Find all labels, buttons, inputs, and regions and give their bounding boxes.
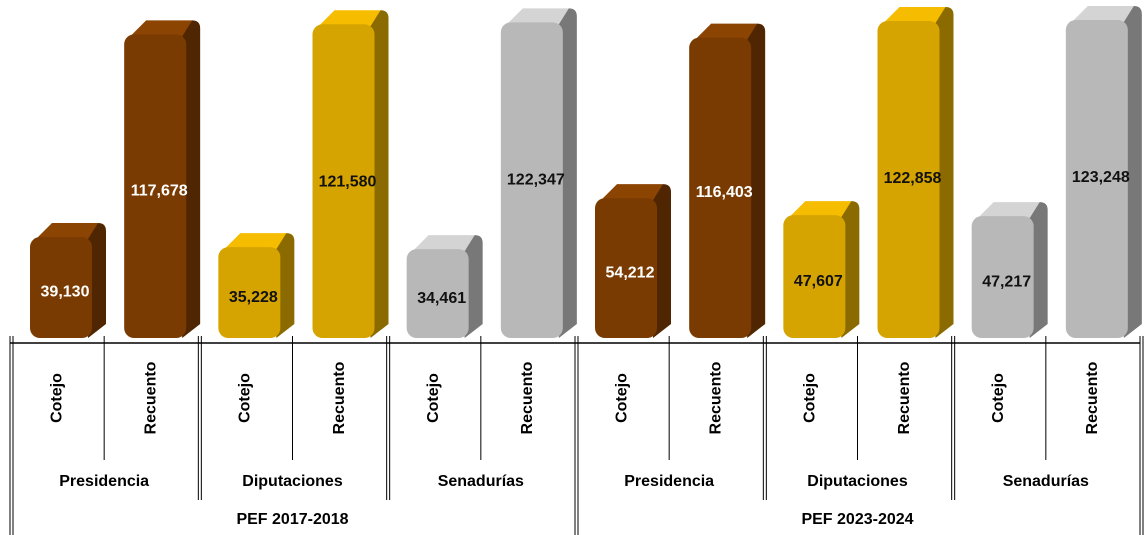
bar-top [224, 233, 287, 250]
bar-top [412, 235, 475, 252]
bar [971, 216, 1034, 338]
bar [500, 22, 563, 338]
value-label: 122,858 [884, 170, 942, 187]
group-label: Diputaciones [807, 473, 908, 490]
bar-top [506, 8, 569, 25]
value-label: 39,130 [41, 284, 90, 301]
value-label: 35,228 [229, 289, 278, 306]
bar-top [883, 7, 946, 24]
group-label: Presidencia [624, 473, 714, 490]
bar [218, 247, 281, 338]
bar [1065, 20, 1128, 338]
category-label: Cotejo [237, 373, 254, 423]
bar [783, 215, 846, 338]
value-label: 47,217 [982, 273, 1031, 290]
value-label: 54,212 [606, 264, 655, 281]
category-label: Cotejo [613, 373, 630, 423]
bar-top [695, 23, 758, 40]
value-label: 123,248 [1072, 169, 1130, 186]
bar [30, 237, 92, 338]
group-label: Senadurías [438, 473, 524, 490]
category-label: Cotejo [990, 373, 1007, 423]
bar-top [1071, 6, 1134, 22]
category-label: Cotejo [425, 373, 442, 423]
bar [595, 198, 657, 338]
category-label: Recuento [519, 361, 536, 434]
bar-top [130, 20, 193, 37]
category-label: Cotejo [48, 373, 65, 423]
category-label: Cotejo [802, 373, 819, 423]
bar-top [318, 10, 381, 27]
bar [689, 37, 752, 338]
category-label: Recuento [1084, 361, 1101, 434]
value-label: 117,678 [131, 182, 188, 199]
bar [124, 34, 187, 338]
bar [406, 249, 469, 338]
category-label: Recuento [142, 361, 159, 434]
value-label: 47,607 [794, 273, 843, 290]
bar-top [789, 201, 852, 218]
group-label: Diputaciones [242, 473, 343, 490]
group-label: Presidencia [59, 473, 149, 490]
group-label: Senadurías [1003, 473, 1089, 490]
value-label: 121,580 [319, 174, 377, 191]
category-label: Recuento [331, 361, 348, 434]
bar-top [977, 202, 1040, 219]
bar-top [601, 184, 663, 201]
bar [312, 24, 375, 339]
category-label: Recuento [707, 361, 724, 434]
category-label: Recuento [896, 361, 913, 434]
value-label: 116,403 [696, 184, 753, 201]
value-label: 34,461 [417, 290, 466, 307]
bar [877, 21, 940, 339]
bar-top [36, 223, 98, 240]
value-label: 122,347 [507, 172, 565, 189]
period-label: PEF 2023-2024 [801, 511, 913, 528]
period-label: PEF 2017-2018 [236, 511, 348, 528]
